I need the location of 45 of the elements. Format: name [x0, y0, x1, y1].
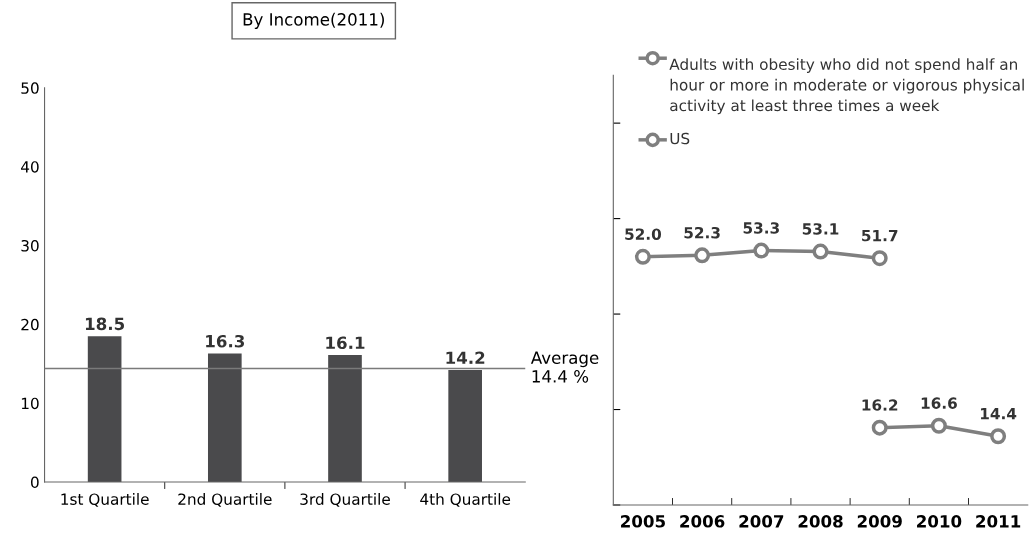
point: [990, 428, 1007, 445]
x-tick-label: 2006: [680, 515, 725, 528]
data-label: 14.4: [980, 408, 1017, 420]
x-tick-label: 2005: [621, 515, 665, 528]
data-label: 53.1: [802, 223, 839, 235]
x-tick-label: 2011: [976, 515, 1021, 528]
data-label: 16.1: [326, 336, 365, 350]
x-tick-label: 2007: [739, 515, 784, 528]
data-label: 16.3: [206, 334, 245, 348]
bar: [87, 336, 122, 483]
x-tick-label: 1st Quartile: [61, 493, 149, 507]
x-tick-label: 2010: [917, 515, 962, 528]
y-tick-label: 0: [30, 476, 39, 489]
point: [812, 243, 829, 260]
data-label: 52.3: [684, 226, 720, 239]
chart-title: By Income(2011): [243, 12, 384, 29]
point: [634, 248, 651, 265]
data-label: 18.5: [85, 317, 125, 331]
point: [753, 242, 770, 259]
data-label: 16.2: [862, 399, 898, 411]
point: [930, 417, 947, 434]
y-tick-label: 20: [21, 318, 39, 331]
point: [871, 250, 888, 267]
bar: [328, 355, 362, 483]
data-label: 16.6: [921, 397, 957, 409]
legend-label: Adults with obesity who did not spend half an hour or more in moderate or vigorous physical activity at least three times a week: [669, 58, 1024, 115]
y-tick-label: 10: [21, 397, 39, 410]
x-tick-label: 4th Quartile: [420, 493, 511, 507]
x-tick-label: 2009: [857, 515, 902, 528]
point: [694, 247, 711, 264]
data-label: 53.3: [743, 222, 779, 234]
x-tick-label: 2008: [798, 515, 843, 528]
y-tick-label: 30: [21, 239, 39, 252]
x-tick-label: 2nd Quartile: [178, 493, 272, 507]
point: [871, 419, 888, 436]
data-label: 14.2: [446, 351, 485, 364]
y-tick-label: 50: [21, 82, 39, 94]
data-label: 51.7: [862, 230, 898, 242]
ref-line-label: Average 14.4 %: [530, 351, 599, 383]
bar: [448, 370, 482, 483]
data-label: 52.0: [625, 228, 662, 240]
y-tick-label: 40: [20, 161, 39, 173]
x-tick-label: 3rd Quartile: [300, 493, 390, 507]
legend-label: US: [670, 132, 690, 145]
bar: [207, 353, 242, 483]
